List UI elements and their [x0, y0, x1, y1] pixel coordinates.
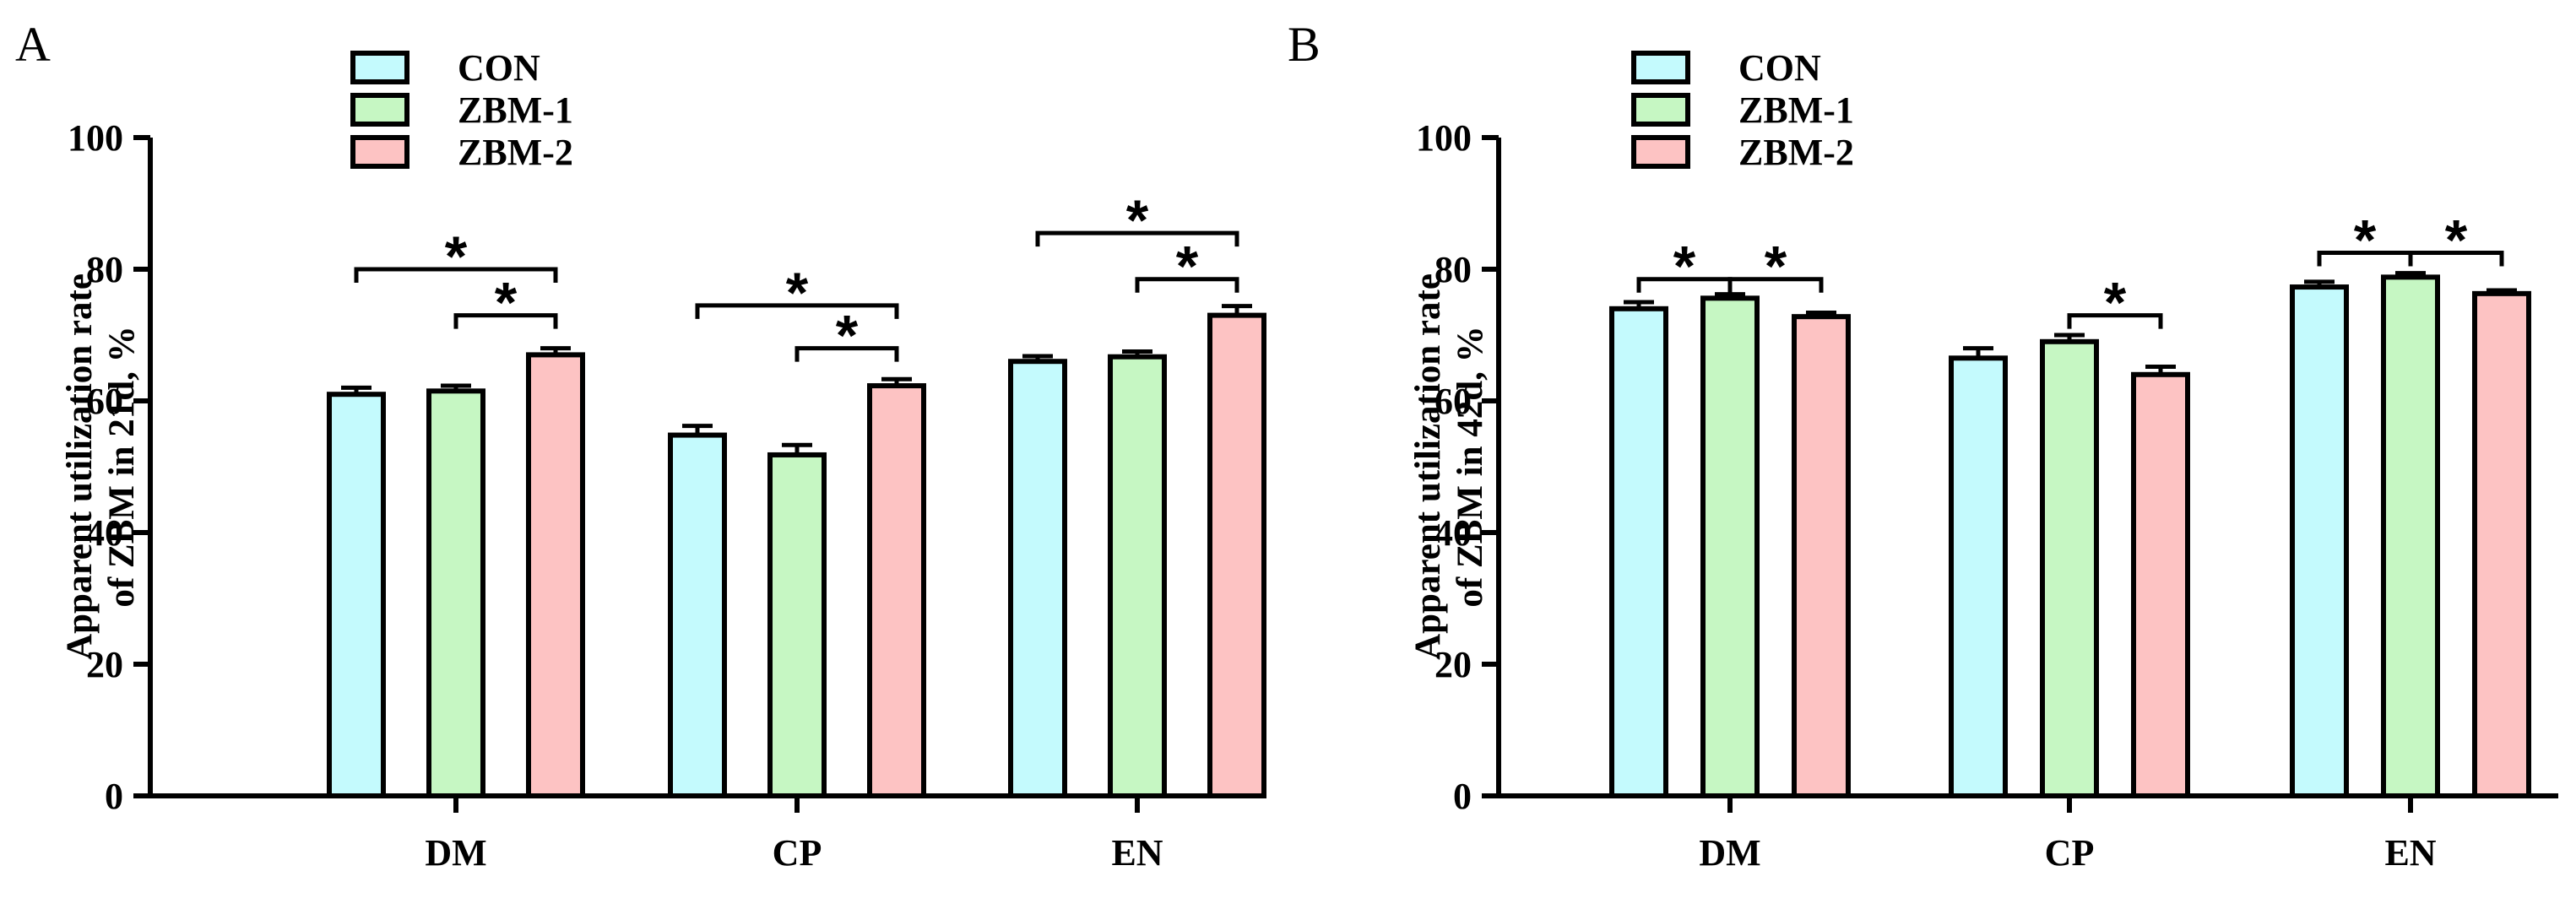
y-tick-label: 60 [86, 381, 123, 422]
x-tick-label: CP [2045, 832, 2095, 874]
panel-a: A Apparent utilization rateof ZBM in 21d,… [15, 17, 1266, 874]
legend-label: ZBM-1 [458, 89, 573, 131]
y-tick-label: 20 [1434, 644, 1472, 685]
bar-con [2290, 284, 2349, 798]
significance-bracket [695, 303, 899, 319]
bar-con [327, 392, 386, 798]
y-tick-label: 20 [86, 644, 123, 685]
significance-bracket [794, 346, 899, 362]
y-tick-label: 40 [1434, 512, 1472, 554]
y-tick-label: 80 [86, 249, 123, 290]
bar-zbm-2 [867, 383, 926, 798]
bar-zbm-1 [2381, 274, 2440, 798]
legend-label: ZBM-2 [1738, 132, 1854, 173]
y-tick-label: 60 [1434, 381, 1472, 422]
legend-swatch-con [1631, 51, 1690, 84]
y-axis-label: Apparent utilization rateof ZBM in 42d, … [1408, 273, 1490, 660]
legend-label: ZBM-1 [1738, 89, 1854, 131]
y-tick-label: 100 [1416, 117, 1472, 159]
legend-swatch-zbm-2 [350, 135, 409, 169]
legend-swatch-zbm-2 [1631, 135, 1690, 169]
y-tick-label: 0 [105, 776, 123, 817]
bar-zbm-1 [2040, 338, 2099, 798]
significance-star: * [2354, 208, 2377, 273]
significance-star: * [2445, 208, 2468, 273]
legend-swatch-con [350, 51, 409, 84]
significance-star: * [786, 261, 809, 325]
x-tick-label: EN [1111, 832, 1163, 874]
significance-bracket [1727, 277, 1824, 293]
significance-bracket [354, 267, 558, 283]
significance-star: * [1176, 235, 1199, 299]
significance-star: * [1673, 235, 1696, 299]
bar-zbm-2 [1792, 314, 1851, 799]
bar-zbm-1 [426, 388, 485, 798]
significance-bracket [2067, 313, 2163, 329]
legend-swatch-zbm-1 [350, 93, 409, 127]
legend-swatch-zbm-1 [1631, 93, 1690, 127]
bar-zbm-1 [1700, 295, 1760, 798]
y-axis-label-line: Apparent utilization rate [60, 273, 100, 660]
y-tick-label: 40 [86, 512, 123, 554]
y-axis-label-line: of ZBM in 21d, % [102, 326, 142, 607]
significance-bracket [2408, 251, 2504, 267]
significance-star: * [1765, 235, 1787, 299]
bar-con [1609, 306, 1668, 798]
bar-zbm-1 [767, 452, 827, 799]
y-axis-label: Apparent utilization rateof ZBM in 21d, … [60, 273, 142, 660]
significance-bracket [1135, 277, 1239, 293]
legend-label: CON [458, 47, 540, 89]
significance-star: * [495, 271, 518, 335]
panel-letter: A [15, 17, 51, 72]
x-tick-label: CP [773, 832, 822, 874]
x-tick-label: EN [2384, 832, 2436, 874]
y-tick-label: 0 [1453, 776, 1472, 817]
panel-b: B Apparent utilization rateof ZBM in 42d,… [1288, 17, 2558, 874]
legend-label: ZBM-2 [458, 132, 573, 173]
y-tick-label: 80 [1434, 249, 1472, 290]
x-tick-label: DM [1699, 832, 1760, 874]
significance-star: * [1126, 188, 1149, 252]
y-axis-label-line: Apparent utilization rate [1408, 273, 1448, 660]
y-axis-label-line: of ZBM in 42d, % [1451, 326, 1490, 607]
bar-zbm-2 [2131, 371, 2190, 798]
y-tick-label: 100 [68, 117, 123, 159]
x-tick-label: DM [425, 832, 486, 874]
bar-zbm-2 [2472, 290, 2531, 798]
bar-con [1008, 359, 1067, 798]
significance-star: * [445, 224, 468, 289]
significance-bracket [453, 313, 558, 329]
panel-letter: B [1288, 17, 1321, 72]
bar-con [668, 432, 727, 798]
bar-zbm-2 [1207, 312, 1266, 799]
significance-star: * [836, 304, 859, 368]
bar-zbm-1 [1108, 354, 1167, 798]
significance-bracket [1035, 230, 1239, 247]
bar-zbm-2 [526, 352, 585, 798]
legend-label: CON [1738, 47, 1821, 89]
significance-star: * [2104, 271, 2127, 335]
bar-con [1949, 355, 2008, 798]
